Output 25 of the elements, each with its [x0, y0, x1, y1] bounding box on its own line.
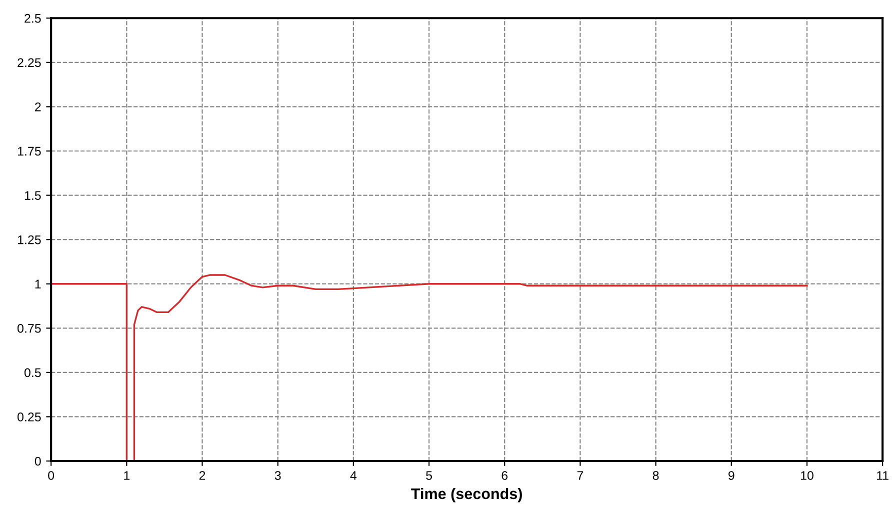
x-tick-label: 7: [577, 471, 584, 480]
y-tick-label: 0: [34, 456, 41, 466]
y-tick-label: 2.25: [18, 58, 41, 68]
y-tick-label: 2.5: [24, 14, 41, 23]
x-tick-label: 6: [502, 471, 508, 480]
y-tick-label: 0.5: [24, 368, 41, 378]
x-tick-label: 3: [274, 471, 281, 480]
x-tick-label: 5: [426, 471, 432, 480]
y-tick-label: 1: [35, 280, 41, 288]
x-tick-label: 0: [48, 471, 54, 480]
line-series: [51, 274, 808, 462]
x-tick-label: 2: [199, 471, 206, 480]
y-tick-label: 2: [35, 102, 41, 112]
x-tick-label: 4: [350, 471, 357, 480]
y-tick-label: 1.25: [18, 235, 41, 244]
y-tick-label: 1.75: [18, 146, 41, 156]
y-tick-label: 0.75: [18, 324, 41, 333]
x-axis-title: Time (seconds): [411, 488, 522, 502]
x-tick-label: 11: [877, 471, 888, 480]
x-tick-label: 10: [800, 471, 814, 480]
y-tick-label: 0.25: [18, 412, 41, 422]
x-tick-label: 8: [652, 471, 659, 480]
x-tick-label: 9: [728, 471, 734, 480]
x-tick-label: 1: [124, 471, 130, 480]
y-tick-label: 1.5: [24, 191, 41, 200]
